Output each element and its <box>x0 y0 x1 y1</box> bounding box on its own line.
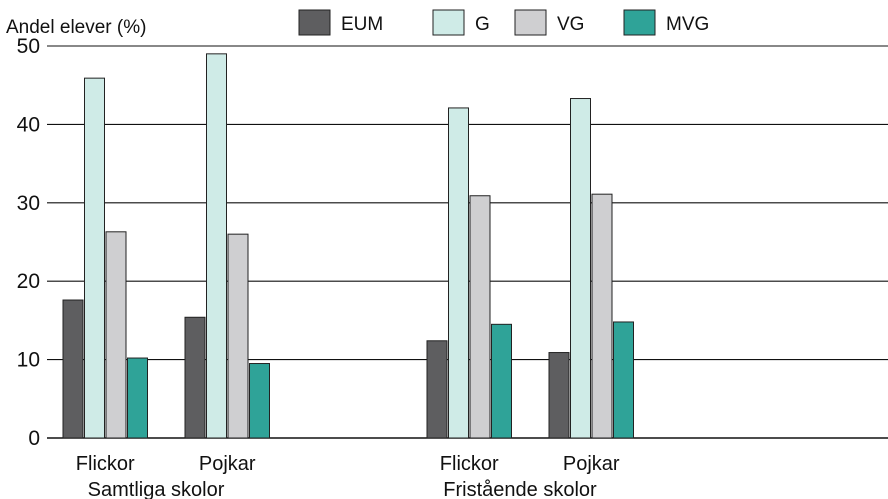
legend-swatch <box>514 9 547 36</box>
legend: EUM G VG MVG <box>298 9 709 36</box>
y-tick-label: 40 <box>17 113 40 136</box>
bars <box>62 53 634 439</box>
legend-item-mvg: MVG <box>623 9 709 36</box>
bar-vg <box>591 193 613 439</box>
bar-g <box>84 77 105 439</box>
y-tick-label: 20 <box>17 270 40 293</box>
legend-swatch <box>432 9 465 36</box>
y-tick-labels: 0 10 20 30 40 50 <box>17 35 40 450</box>
legend-swatch <box>623 9 656 36</box>
group-label: Samtliga skolor <box>88 479 225 499</box>
bar-mvg <box>613 321 634 439</box>
legend-item-g: G <box>432 9 490 36</box>
legend-label: MVG <box>666 14 709 35</box>
y-tick-label: 0 <box>28 427 40 450</box>
group-label: Fristående skolor <box>443 479 597 499</box>
y-axis-title: Andel elever (%) <box>6 17 146 38</box>
category-label: Pojkar <box>199 453 256 475</box>
bar-eum <box>548 352 570 439</box>
legend-item-eum: EUM <box>298 9 383 36</box>
bar-eum <box>184 316 206 439</box>
category-label: Flickor <box>440 453 499 475</box>
legend-label: G <box>475 14 490 35</box>
legend-swatch <box>298 9 331 36</box>
bar-vg <box>105 231 127 439</box>
category-label: Pojkar <box>563 453 620 475</box>
bar-mvg <box>491 323 512 439</box>
category-labels: Flickor Pojkar Flickor Pojkar Samtliga skolo… <box>76 453 620 499</box>
bar-g <box>448 107 469 439</box>
legend-label: EUM <box>341 14 383 35</box>
y-tick-label: 30 <box>17 192 40 215</box>
bar-vg <box>469 195 491 439</box>
y-tick-label: 10 <box>17 349 40 372</box>
bar-vg <box>227 233 249 439</box>
bar-eum <box>62 299 84 439</box>
bar-eum <box>426 340 448 439</box>
bar-mvg <box>127 357 148 439</box>
category-label: Flickor <box>76 453 135 475</box>
legend-item-vg: VG <box>514 9 584 36</box>
legend-label: VG <box>557 14 584 35</box>
bar-mvg <box>249 363 270 439</box>
y-tick-label: 50 <box>17 35 40 58</box>
bar-g <box>570 98 591 439</box>
bar-g <box>206 53 227 439</box>
